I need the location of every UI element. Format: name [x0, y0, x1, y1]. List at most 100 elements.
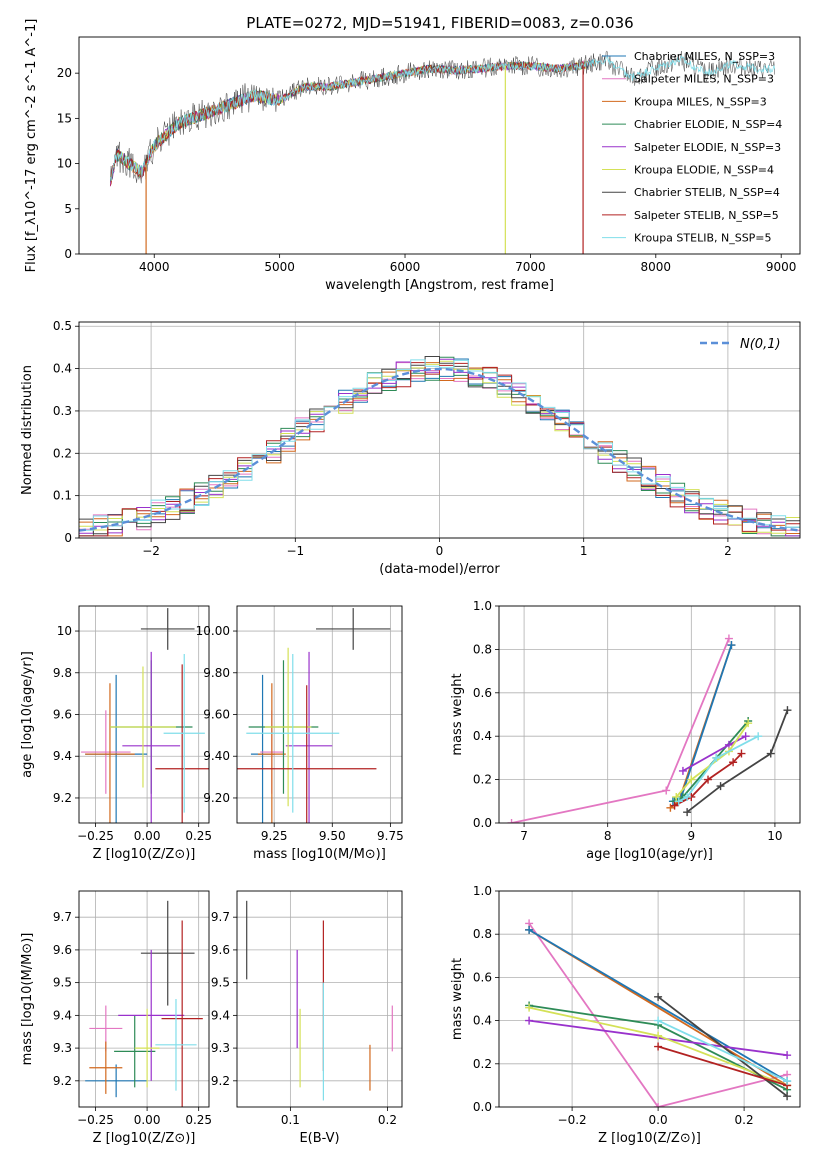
weight-series-line [669, 644, 733, 809]
residuals-panel: −2 −1 0 1 2 0 0.1 0.2 0.3 0.4 0.5 (data-model)/erro… [20, 319, 801, 577]
y-tick-label: 9.5 [53, 976, 72, 990]
y-tick-label: 10 [57, 624, 72, 638]
x-tick-label: 8 [604, 829, 612, 843]
mass-vs-z-plot-area [85, 900, 203, 1107]
y-tick-label: 1.0 [473, 599, 492, 613]
y-tick-label: 1.0 [473, 884, 492, 898]
y-axis-label: mass [log10(M/M⊙)] [20, 933, 35, 1066]
gaussian-curve [79, 367, 800, 532]
x-tick-label: 0.1 [281, 1113, 300, 1127]
weight-series-line [657, 996, 788, 1097]
mass-vs-ebv-plot-area [246, 900, 393, 1101]
weight-marker [525, 1016, 534, 1025]
x-tick-label: 0.2 [378, 1113, 397, 1127]
mass-vs-ebv-panel: 0.1 0.2 9.2 9.3 9.4 9.5 9.6 9.7 E(B-V) [211, 890, 403, 1146]
y-tick-label: 0.2 [53, 446, 72, 460]
weight-marker [687, 775, 696, 784]
x-tick-label: −1 [286, 544, 304, 558]
weight-marker [783, 1077, 792, 1086]
x-tick-label: 0.00 [134, 1113, 161, 1127]
weight-vs-age-frame [498, 605, 801, 824]
weight-series-line [528, 922, 788, 1107]
legend-label: Salpeter MILES, N_SSP=3 [634, 73, 774, 86]
weight-marker [678, 766, 687, 775]
spectrum-series-line [109, 55, 776, 181]
y-tick-label: 0.4 [53, 362, 72, 376]
y-tick-label: 9.4 [211, 1008, 230, 1022]
weight-marker [654, 1016, 663, 1025]
x-axis-label: mass [log10(M/M⊙)] [253, 847, 386, 862]
weight-marker [724, 634, 733, 643]
weight-marker [654, 992, 663, 1001]
y-tick-label: 5 [64, 202, 72, 216]
y-tick-label: 0.6 [473, 686, 492, 700]
legend-label: Kroupa ELODIE, N_SSP=4 [634, 164, 774, 177]
y-tick-label: 9.60 [203, 708, 230, 722]
mass-vs-ebv-frame [236, 890, 403, 1108]
legend-label: N(0,1) [740, 337, 781, 352]
weight-marker [670, 801, 679, 810]
x-axis-label: Z [log10(Z/Z⊙)] [93, 847, 196, 862]
weight-vs-age-plot-area [507, 634, 792, 823]
x-axis-label: wavelength [Angstrom, rest frame] [325, 278, 554, 293]
age-vs-z-frame [78, 605, 210, 824]
y-tick-label: 0.4 [473, 729, 492, 743]
weight-marker [525, 925, 534, 934]
age-vs-z-plot-area [81, 608, 209, 823]
mass-vs-z-frame [78, 890, 210, 1108]
weight-marker [507, 819, 516, 823]
spectrum-frame [78, 36, 801, 255]
weight-vs-age-panel: 7 8 9 10 0.0 0.2 0.4 0.6 0.8 1.0 age [log10(age/yr… [450, 599, 801, 862]
spectrum-plot-area [109, 50, 776, 254]
y-tick-label: 9.2 [211, 1074, 230, 1088]
x-tick-label: 9000 [766, 260, 797, 274]
y-tick-label: 9.80 [203, 666, 230, 680]
y-tick-label: 9.3 [211, 1041, 230, 1055]
y-axis-label: mass weight [450, 958, 465, 1040]
y-tick-label: 9.20 [203, 791, 230, 805]
weight-marker [666, 803, 675, 812]
legend-label: Chabrier ELODIE, N_SSP=4 [634, 118, 782, 131]
weight-marker [783, 1051, 792, 1060]
x-tick-label: 4000 [139, 260, 170, 274]
x-tick-label: 9.50 [319, 829, 346, 843]
x-tick-label: 9.25 [261, 829, 288, 843]
y-tick-label: 0.8 [473, 927, 492, 941]
figure-title: PLATE=0272, MJD=51941, FIBERID=0083, z=0… [246, 14, 633, 32]
weight-marker [741, 732, 750, 741]
age-vs-z-panel: −0.25 0.00 0.25 9.2 9.4 9.6 9.8 10 Z [log10(Z/Z⊙… [20, 605, 212, 862]
weight-marker [683, 808, 692, 817]
legend-label: Chabrier STELIB, N_SSP=4 [634, 186, 780, 199]
y-tick-label: 0.0 [473, 1100, 492, 1114]
age-vs-mass-panel: 9.25 9.50 9.75 9.20 9.40 9.60 9.80 10.00 mass [l… [196, 605, 404, 862]
x-axis-label: Z [log10(Z/Z⊙)] [93, 1131, 196, 1146]
weight-vs-z-panel: −0.2 0.0 0.2 0.0 0.2 0.4 0.6 0.8 1.0 Z [log10(Z/Z… [450, 884, 801, 1146]
y-tick-label: 9.6 [53, 943, 72, 957]
legend-label: Chabrier MILES, N_SSP=3 [634, 50, 775, 63]
weight-marker [525, 1003, 534, 1012]
x-tick-label: −0.25 [77, 1113, 114, 1127]
x-tick-label: 0.25 [185, 1113, 212, 1127]
y-axis-label: Normed distribution [20, 365, 35, 495]
y-tick-label: 9.8 [53, 666, 72, 680]
x-tick-label: 1 [580, 544, 588, 558]
y-tick-label: 10 [57, 157, 72, 171]
x-tick-label: 9 [687, 829, 695, 843]
y-tick-label: 9.6 [211, 943, 230, 957]
x-tick-label: 0 [436, 544, 444, 558]
weight-marker [783, 1092, 792, 1101]
y-tick-label: 0.3 [53, 404, 72, 418]
y-tick-label: 9.5 [211, 976, 230, 990]
y-tick-label: 0.5 [53, 319, 72, 333]
x-tick-label: 5000 [264, 260, 295, 274]
x-tick-label: 6000 [390, 260, 421, 274]
x-tick-label: −2 [142, 544, 160, 558]
age-vs-mass-plot-area [237, 608, 391, 823]
weight-series-line [686, 709, 789, 813]
y-axis-label: age [log10(age/yr)] [20, 651, 35, 778]
y-tick-label: 0 [64, 247, 72, 261]
legend-label: Salpeter ELODIE, N_SSP=3 [634, 141, 781, 154]
weight-vs-z-plot-area [525, 919, 792, 1107]
weight-series-line [528, 929, 788, 1082]
